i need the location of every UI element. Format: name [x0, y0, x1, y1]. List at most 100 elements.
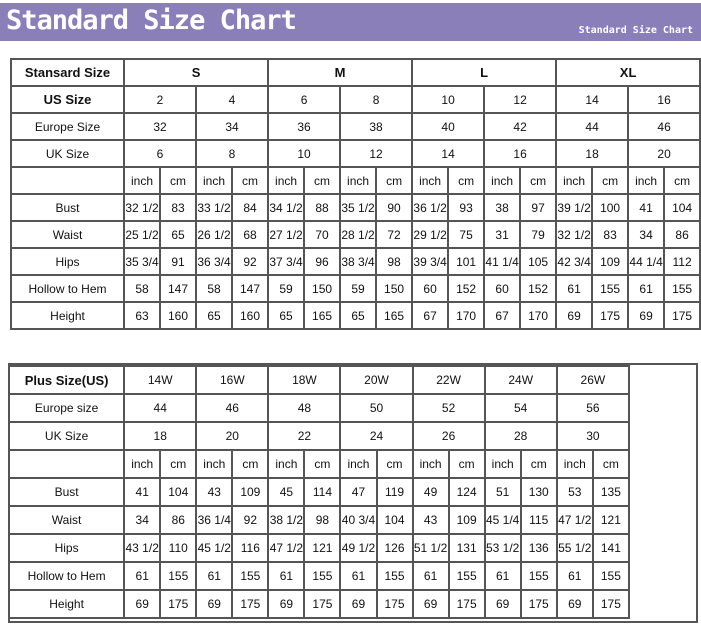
unit-inch-header: inch [483, 449, 522, 479]
hollow-to-hem-cm-cell: 155 [591, 561, 631, 591]
uk-size-cell: 18 [555, 139, 630, 168]
measurement-label: Waist [10, 220, 125, 249]
hips-cm-cell: 110 [159, 533, 198, 563]
hips-inch-cell: 55 1/2 [555, 533, 594, 563]
uk-size-label: UK Size [10, 421, 126, 451]
bust-cm-cell: 119 [375, 477, 414, 507]
hollow-to-hem-cm-cell: 155 [231, 561, 270, 591]
uk-size-cell: 8 [194, 139, 270, 168]
height-inch-cell: 69 [339, 589, 378, 619]
unit-cm-header: cm [591, 449, 631, 479]
bust-inch-cell: 49 [411, 477, 450, 507]
uk-size-cell: 24 [339, 421, 414, 451]
europe-size-cell: 56 [555, 393, 631, 423]
hollow-to-hem-inch-cell: 60 [411, 274, 450, 303]
waist-cm-cell: 121 [591, 505, 631, 535]
banner-title: Standard Size Chart [6, 5, 297, 36]
hollow-to-hem-inch-cell: 61 [123, 561, 162, 591]
bust-cm-cell: 104 [663, 193, 701, 222]
waist-cm-cell: 115 [519, 505, 558, 535]
plus-size-table: Plus Size(US) 14W 16W 18W 20W 22W 24W 26W Europe… [10, 365, 631, 619]
europe-size-cell: 50 [339, 393, 414, 423]
us-size-cell: 2 [123, 85, 197, 114]
measurement-label: Bust [10, 193, 125, 222]
waist-cm-cell: 86 [159, 505, 198, 535]
hips-cm-cell: 121 [303, 533, 342, 563]
uk-size-cell: 14 [411, 139, 486, 168]
waist-inch-cell: 25 1/2 [123, 220, 161, 249]
waist-inch-cell: 40 3/4 [339, 505, 378, 535]
hollow-to-hem-cm-cell: 155 [663, 274, 701, 303]
waist-cm-cell: 68 [230, 220, 270, 249]
bust-inch-cell: 35 1/2 [339, 193, 378, 222]
bust-cm-cell: 114 [303, 477, 342, 507]
bust-inch-cell: 51 [483, 477, 522, 507]
waist-inch-cell: 38 1/2 [267, 505, 306, 535]
bust-inch-cell: 47 [339, 477, 378, 507]
hollow-to-hem-inch-cell: 61 [411, 561, 450, 591]
size-group-s: S [122, 58, 270, 87]
uk-size-cell: 30 [555, 421, 631, 451]
size-group-row: Stansard Size S M L XL [10, 58, 701, 87]
measurement-label: Hollow to Hem [10, 274, 125, 303]
bust-cm-cell: 109 [231, 477, 270, 507]
height-inch-cell: 65 [195, 301, 233, 330]
hips-inch-cell: 44 1/4 [627, 247, 666, 276]
bust-inch-cell: 53 [555, 477, 594, 507]
unit-cm-header: cm [447, 166, 486, 195]
hollow-to-hem-inch-cell: 59 [267, 274, 306, 303]
waist-inch-cell: 29 1/2 [411, 220, 450, 249]
bust-inch-cell: 39 1/2 [555, 193, 594, 222]
hollow-to-hem-inch-cell: 61 [267, 561, 306, 591]
bust-cm-cell: 84 [230, 193, 270, 222]
waist-cm-cell: 86 [663, 220, 701, 249]
waist-inch-cell: 27 1/2 [267, 220, 306, 249]
uk-size-cell: 28 [483, 421, 558, 451]
hips-cm-cell: 112 [663, 247, 701, 276]
height-inch-cell: 65 [267, 301, 306, 330]
unit-inch-header: inch [123, 166, 161, 195]
hips-inch-cell: 49 1/2 [339, 533, 378, 563]
unit-inch-header: inch [483, 166, 522, 195]
waist-inch-cell: 26 1/2 [195, 220, 233, 249]
hollow-to-hem-cm-cell: 152 [519, 274, 558, 303]
hips-inch-cell: 45 1/2 [195, 533, 234, 563]
height-cm-cell: 175 [159, 589, 198, 619]
banner-subtitle: Standard Size Chart [578, 25, 693, 36]
europe-size-cell: 34 [194, 112, 270, 141]
unit-inch-header: inch [627, 166, 666, 195]
hollow-to-hem-cm-cell: 147 [230, 274, 270, 303]
unit-cm-header: cm [519, 449, 558, 479]
height-inch-cell: 63 [123, 301, 161, 330]
hips-cm-cell: 131 [447, 533, 486, 563]
hollow-to-hem-cm-cell: 150 [303, 274, 342, 303]
uk-size-cell: 20 [627, 139, 701, 168]
uk-size-cell: 22 [267, 421, 342, 451]
hollow-to-hem-inch-cell: 61 [627, 274, 666, 303]
europe-size-cell: 44 [555, 112, 630, 141]
height-inch-cell: 65 [339, 301, 378, 330]
standard-size-table: Stansard Size S M L XL US Size 2 4 6 8 10 12 14 16 Eur… [10, 58, 701, 330]
hollow-to-hem-cm-cell: 150 [375, 274, 414, 303]
hips-cm-cell: 109 [591, 247, 630, 276]
waist-inch-cell: 34 [123, 505, 162, 535]
hollow-to-hem-inch-cell: 60 [483, 274, 522, 303]
unit-cm-header: cm [303, 449, 342, 479]
measurement-row-height: Height 63 160 65 160 65 165 65 165 67 170 67 170 69 17… [10, 301, 701, 330]
unit-cm-header: cm [159, 166, 197, 195]
measurement-label: Bust [10, 477, 126, 507]
unit-inch-header: inch [195, 166, 233, 195]
europe-size-label: Europe Size [10, 112, 125, 141]
plus-size-table-frame: Plus Size(US) 14W 16W 18W 20W 22W 24W 26W Europe… [8, 363, 698, 623]
waist-cm-cell: 70 [303, 220, 342, 249]
height-cm-cell: 175 [375, 589, 414, 619]
measurement-row-height: Height 69 175 69 175 69 175 69 175 69 175 69 175 69 17… [10, 589, 631, 619]
bust-cm-cell: 130 [519, 477, 558, 507]
europe-size-cell: 32 [123, 112, 197, 141]
measurement-row-hollow-to-hem: Hollow to Hem 61 155 61 155 61 155 61 155 61 155 61… [10, 561, 631, 591]
measurement-row-waist: Waist 25 1/2 65 26 1/2 68 27 1/2 70 28 1/2 72 29 … [10, 220, 701, 249]
hips-inch-cell: 35 3/4 [123, 247, 161, 276]
uk-size-label: UK Size [10, 139, 125, 168]
hollow-to-hem-cm-cell: 155 [159, 561, 198, 591]
banner: Standard Size Chart Standard Size Chart [0, 3, 701, 41]
